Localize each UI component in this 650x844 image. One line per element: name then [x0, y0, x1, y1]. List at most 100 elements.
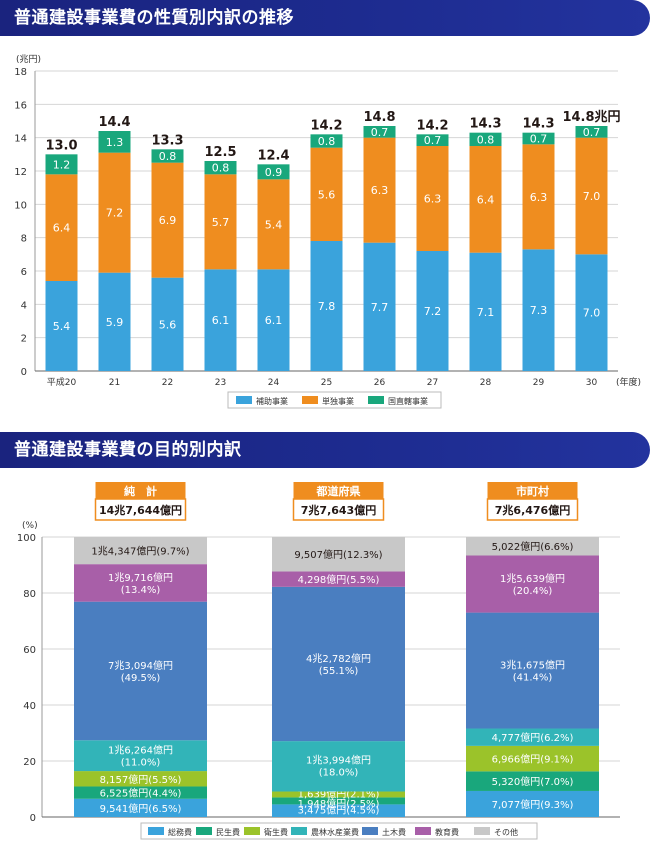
bar-segment-kokuchoku: [363, 126, 396, 138]
bar-segment: [272, 571, 405, 587]
x-tick-label: 30: [586, 378, 598, 388]
bar-segment: [466, 790, 599, 817]
bar-value-label: 0.7: [530, 133, 548, 146]
segment-value-label: (13.4%): [121, 585, 161, 596]
bar-segment-tandoku: [522, 144, 555, 250]
bar-value-label: 1.3: [106, 136, 124, 149]
legend-label: 教育費: [435, 827, 459, 837]
summary-category-label: 市町村: [516, 484, 549, 498]
segment-value-label: (11.0%): [121, 758, 161, 769]
bar-value-label: 5.4: [265, 218, 283, 231]
y-tick-label: 100: [17, 533, 36, 544]
bar-segment: [272, 791, 405, 798]
bar-segment: [74, 740, 207, 772]
segment-value-label: 1兆3,994億円: [306, 753, 371, 766]
legend-label: 総務費: [168, 827, 192, 837]
legend-swatch: [148, 827, 164, 835]
bar-value-label: 7.7: [371, 301, 389, 314]
bar-value-label: 0.9: [265, 166, 283, 179]
bar-segment-tandoku: [257, 179, 290, 270]
bar-value-label: 5.6: [159, 318, 177, 331]
x-tick-label: 21: [109, 378, 120, 388]
legend-swatch: [196, 827, 212, 835]
bar-segment-kokuchoku: [469, 132, 502, 146]
segment-value-label: 1,948億円(2.5%): [298, 797, 380, 810]
summary-header: [293, 482, 384, 499]
segment-value-label: 3,475億円(4.5%): [298, 804, 380, 817]
y-tick-label: 10: [14, 200, 27, 211]
bar-segment-kokuchoku: [257, 164, 290, 180]
legend-label: 農林水産業費: [311, 827, 359, 837]
bar-segment-hojo: [98, 272, 131, 371]
bar-total-label: 14.2: [416, 118, 448, 133]
bar-total-label: 12.5: [204, 145, 236, 160]
segment-value-label: 6,966億円(9.1%): [492, 753, 574, 766]
bar-value-label: 5.6: [318, 188, 336, 201]
bar-segment-kokuchoku: [310, 134, 343, 148]
segment-value-label: (55.1%): [319, 666, 359, 677]
bar-value-label: 7.3: [530, 304, 548, 317]
bar-segment-kokuchoku: [416, 134, 449, 146]
segment-value-label: 7兆3,094億円: [108, 659, 173, 672]
legend-swatch: [368, 396, 384, 404]
segment-value-label: 4,298億円(5.5%): [298, 573, 380, 586]
bar-value-label: 6.9: [159, 214, 177, 227]
bar-value-label: 6.4: [53, 222, 71, 235]
segment-value-label: 3兆1,675億円: [500, 659, 565, 672]
summary-header: [95, 482, 186, 499]
y-tick-label: 0: [30, 813, 36, 824]
bar-segment-tandoku: [416, 146, 449, 251]
bar-segment-kokuchoku: [98, 131, 131, 153]
bar-segment-hojo: [45, 281, 78, 371]
bar-segment: [272, 537, 405, 572]
bar-segment-hojo: [575, 254, 608, 371]
bar-total-label: 14.3: [469, 117, 501, 132]
bar-value-label: 0.7: [583, 126, 601, 139]
segment-value-label: 8,157億円(5.5%): [100, 773, 182, 786]
y-tick-label: 8: [21, 234, 27, 245]
y-tick-label: 20: [23, 757, 36, 768]
bar-segment: [74, 798, 207, 817]
bar-total-label: 14.4: [98, 115, 130, 130]
bar-value-label: 0.8: [477, 133, 495, 146]
bar-segment-hojo: [257, 269, 290, 371]
x-tick-label: 22: [162, 378, 173, 388]
segment-value-label: (18.0%): [319, 767, 359, 778]
nature-breakdown-chart: (兆円)0246810121416185.46.41.213.0平成205.97…: [14, 54, 641, 409]
bar-total-label: 12.4: [257, 148, 289, 163]
bar-value-label: 5.7: [212, 216, 230, 229]
bar-value-label: 0.8: [159, 150, 177, 163]
segment-value-label: 1兆5,639億円: [500, 572, 565, 585]
y-tick-label: 14: [14, 134, 27, 145]
bar-segment: [74, 771, 207, 787]
bar-value-label: 6.3: [424, 193, 442, 206]
y-tick-label: 6: [21, 267, 27, 278]
y-axis-unit-label: (兆円): [16, 54, 41, 65]
bar-value-label: 6.1: [265, 314, 283, 327]
bar-segment: [466, 745, 599, 772]
summary-total-value: 7兆6,476億円: [495, 503, 570, 517]
bar-segment-kokuchoku: [45, 154, 78, 175]
x-tick-label: 27: [427, 378, 438, 388]
segment-value-label: 1兆6,264億円: [108, 744, 173, 757]
x-tick-label: 28: [480, 378, 492, 388]
legend-label: 民生費: [216, 827, 240, 837]
bar-value-label: 7.0: [583, 190, 601, 203]
summary-header: [487, 482, 578, 499]
y-tick-label: 40: [23, 701, 36, 712]
summary-total-box: [486, 498, 579, 521]
bar-segment-tandoku: [204, 174, 237, 270]
legend-label: 衛生費: [264, 827, 288, 837]
y-tick-label: 16: [14, 100, 27, 111]
segment-value-label: (49.5%): [121, 673, 161, 684]
bar-value-label: 0.8: [318, 135, 336, 148]
bar-total-label: 14.8兆円: [562, 109, 620, 125]
bar-total-label: 14.2: [310, 118, 342, 133]
bar-value-label: 0.7: [424, 134, 442, 147]
bar-value-label: 5.9: [106, 316, 124, 329]
summary-total-value: 7兆7,643億円: [301, 503, 376, 517]
y-tick-label: 80: [23, 589, 36, 600]
summary-total-value: 14兆7,644億円: [99, 503, 182, 517]
section-title-nature: 普通建設事業費の性質別内訳の推移: [0, 0, 650, 36]
bar-segment-tandoku: [363, 137, 396, 243]
